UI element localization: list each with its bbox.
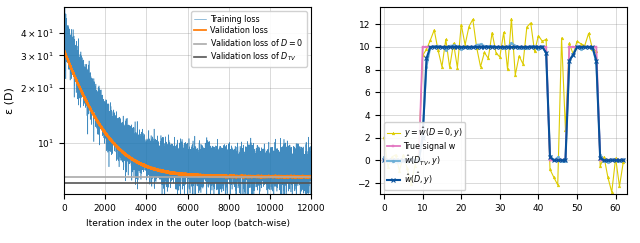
Line: $\hat{w}(\hat{D}, y)$: $\hat{w}(\hat{D}, y)$ <box>382 45 625 163</box>
True signal w <box>620 159 627 162</box>
$y = \hat{w}(D=0, y)$ <box>550 176 557 179</box>
Validation loss <box>60 48 68 51</box>
$\hat{w}(D_{TV}, y)$ <box>620 158 627 161</box>
X-axis label: Iteration index in the outer loop (batch-wise): Iteration index in the outer loop (batch… <box>86 219 289 228</box>
Training loss <box>187 165 195 168</box>
Validation loss of $D = 0$ <box>60 175 68 178</box>
Validation loss <box>60 49 68 52</box>
$\hat{w}(\hat{D}, y)$ <box>620 159 627 162</box>
True signal w <box>550 159 557 162</box>
Line: Training loss: Training loss <box>64 8 311 213</box>
$y = \hat{w}(D=0, y)$ <box>608 191 616 194</box>
$\hat{w}(\hat{D}, y)$ <box>426 45 434 48</box>
Validation loss <box>222 177 230 180</box>
$\hat{w}(\hat{D}, y)$ <box>504 45 511 48</box>
$y = \hat{w}(D=0, y)$ <box>492 51 500 54</box>
$\hat{w}(D_{TV}, y)$ <box>554 156 561 159</box>
True signal w <box>458 45 465 48</box>
Legend: Training loss, Validation loss, Validation loss of $D = 0$, Validation loss of $: Training loss, Validation loss, Validati… <box>191 11 307 67</box>
$\hat{w}(\hat{D}, y)$ <box>496 45 504 48</box>
Line: True signal w: True signal w <box>383 46 625 162</box>
$\hat{w}(\hat{D}, y)$ <box>458 45 465 48</box>
$\hat{w}(D_{TV}, y)$ <box>458 47 465 50</box>
$y = \hat{w}(D=0, y)$ <box>500 31 508 34</box>
$\hat{w}(D_{TV}, y)$ <box>616 159 623 162</box>
$y = \hat{w}(D=0, y)$ <box>454 66 461 69</box>
$y = \hat{w}(D=0, y)$ <box>620 160 627 163</box>
Training loss <box>296 212 304 215</box>
Validation loss <box>187 173 195 176</box>
$y = \hat{w}(D=0, y)$ <box>508 17 515 20</box>
True signal w <box>380 159 388 162</box>
Training loss <box>124 136 132 139</box>
Validation loss of $D_{TV}$ <box>60 182 68 184</box>
Validation loss of $D_{TV}$ <box>60 182 68 184</box>
Training loss <box>61 7 68 9</box>
Training loss <box>190 171 198 174</box>
$\hat{w}(D_{TV}, y)$ <box>380 156 388 159</box>
True signal w <box>616 159 623 162</box>
True signal w <box>450 45 458 48</box>
Validation loss <box>73 80 81 83</box>
Y-axis label: ε (D): ε (D) <box>5 87 15 114</box>
$\hat{w}(D_{TV}, y)$ <box>392 161 399 164</box>
Training loss <box>73 49 81 52</box>
Line: $\hat{w}(D_{TV}, y)$: $\hat{w}(D_{TV}, y)$ <box>383 42 625 164</box>
$y = \hat{w}(D=0, y)$ <box>616 185 623 188</box>
Line: Validation loss: Validation loss <box>64 50 311 178</box>
$\hat{w}(D_{TV}, y)$ <box>504 46 511 49</box>
Training loss <box>97 110 104 113</box>
True signal w <box>496 45 504 48</box>
Training loss <box>60 29 68 32</box>
Validation loss of $D = 0$ <box>60 175 68 178</box>
$y = \hat{w}(D=0, y)$ <box>380 136 388 139</box>
$\hat{w}(D_{TV}, y)$ <box>450 44 458 47</box>
$\hat{w}(\hat{D}, y)$ <box>616 159 623 162</box>
$\hat{w}(D_{TV}, y)$ <box>508 42 515 45</box>
Training loss <box>211 167 218 170</box>
$y = \hat{w}(D=0, y)$ <box>446 66 454 69</box>
True signal w <box>419 45 426 48</box>
$\hat{w}(\hat{D}, y)$ <box>380 159 388 162</box>
Validation loss <box>190 174 198 177</box>
True signal w <box>504 45 511 48</box>
Validation loss <box>307 174 315 177</box>
$\hat{w}(\hat{D}, y)$ <box>450 45 458 48</box>
Validation loss <box>124 155 132 157</box>
$\hat{w}(\hat{D}, y)$ <box>550 159 557 162</box>
Line: $y = \hat{w}(D=0, y)$: $y = \hat{w}(D=0, y)$ <box>383 17 625 193</box>
Validation loss <box>97 125 104 128</box>
Legend: $y = \hat{w}(D=0, y)$, True signal w, $\hat{w}(D_{TV}, y)$, $\hat{w}(\hat{D}, y): $y = \hat{w}(D=0, y)$, True signal w, $\… <box>384 122 465 190</box>
Validation loss <box>211 174 218 177</box>
Training loss <box>307 169 315 172</box>
$\hat{w}(D_{TV}, y)$ <box>496 46 504 49</box>
